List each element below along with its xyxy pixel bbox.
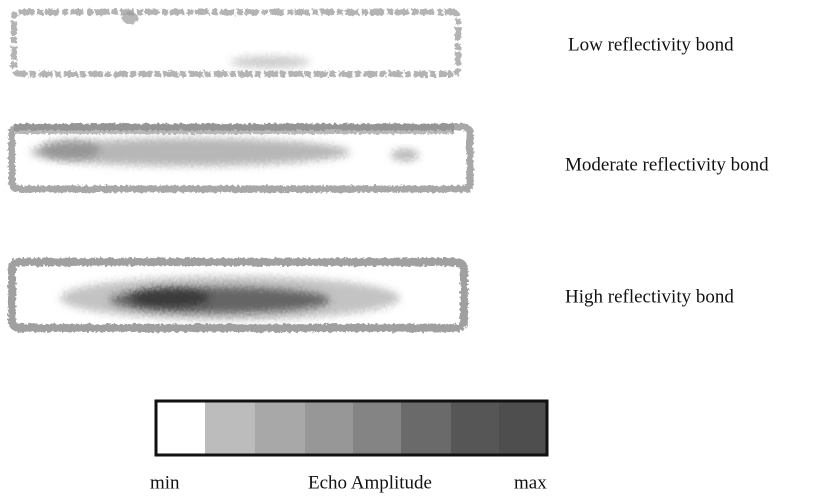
scan-moderate	[8, 123, 474, 193]
scan-label: High reflectivity bond	[565, 286, 734, 307]
color-scale	[154, 399, 549, 457]
scan-label: Low reflectivity bond	[568, 34, 734, 55]
legend-max: max	[514, 472, 547, 493]
scan-label: Moderate reflectivity bond	[565, 154, 769, 175]
legend-title: Echo Amplitude	[308, 472, 432, 493]
scan-high	[8, 258, 468, 332]
legend-min: min	[150, 472, 180, 493]
scan-low	[11, 9, 461, 77]
